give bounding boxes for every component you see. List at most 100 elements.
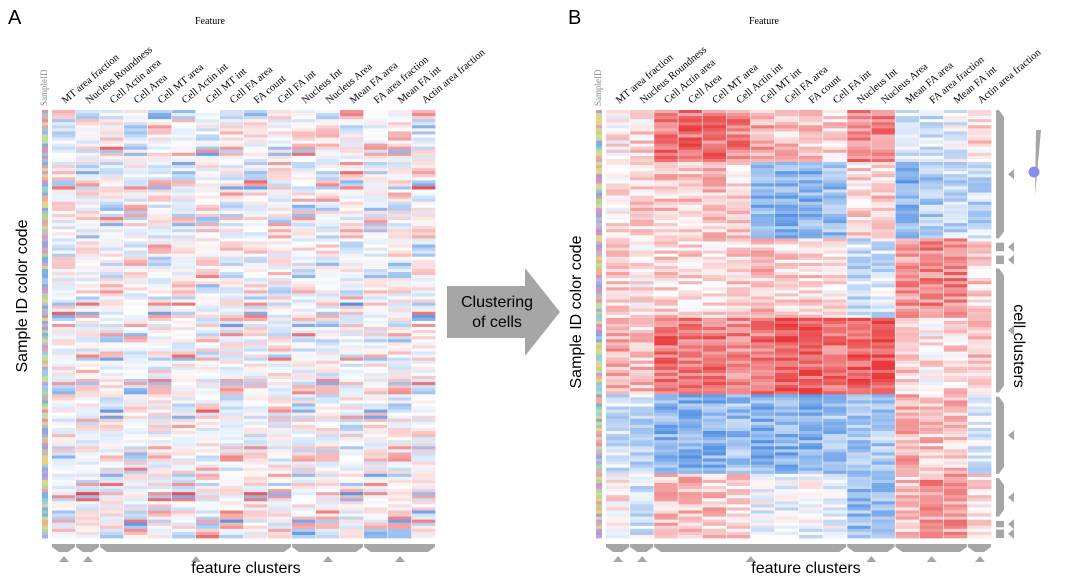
heatmap-cell [967, 229, 992, 233]
heatmap-cell [678, 510, 702, 514]
heatmap-cell [412, 165, 436, 169]
heatmap-cell [340, 339, 364, 343]
heatmap-cell [220, 443, 244, 447]
heatmap-cell [52, 498, 76, 502]
heatmap-cell [871, 375, 895, 380]
heatmap-cell [895, 192, 920, 196]
heatmap-cell [124, 241, 148, 245]
heatmap-cell [316, 479, 340, 484]
heatmap-cell [148, 143, 172, 148]
heatmap-cell [76, 403, 100, 407]
heatmap-cell [76, 492, 100, 496]
heatmap-cell [148, 507, 172, 511]
sample-id-color-cell [596, 250, 602, 255]
heatmap-cell [799, 375, 823, 380]
heatmap-cell [172, 394, 196, 398]
heatmap-cell [100, 427, 124, 432]
heatmap-cell [702, 351, 727, 355]
heatmap-cell [100, 345, 124, 349]
heatmap-cell [967, 324, 992, 328]
heatmap-cell [919, 317, 944, 322]
heatmap-cell [823, 174, 847, 178]
heatmap-cell [774, 287, 799, 291]
sample-id-color-cell [42, 262, 48, 267]
heatmap-cell [412, 161, 436, 166]
heatmap-cell [148, 278, 172, 282]
heatmap-cell [702, 278, 727, 282]
heatmap-cell [124, 192, 148, 196]
heatmap-cell [967, 495, 992, 499]
heatmap-cell [172, 223, 196, 227]
heatmap-cell [292, 161, 316, 166]
heatmap-cell [340, 427, 364, 432]
heatmap-cell [750, 330, 775, 334]
sample-id-color-cell [42, 375, 48, 380]
sample-id-color-cell [596, 262, 602, 267]
heatmap-cell [76, 342, 100, 346]
heatmap-cell [895, 372, 920, 377]
heatmap-cell [148, 342, 172, 346]
heatmap-cell [678, 351, 702, 355]
heatmap-cell [750, 360, 775, 365]
heatmap-cell [268, 421, 292, 426]
heatmap-cell [871, 158, 895, 163]
heatmap-cell [871, 171, 895, 175]
heatmap-cell [388, 165, 412, 169]
sample-id-color-cell [42, 140, 48, 145]
heatmap-cell [244, 116, 268, 120]
heatmap-cell [172, 449, 196, 453]
cell-cluster-slider[interactable] [1028, 130, 1042, 196]
heatmap-cell [76, 186, 100, 190]
heatmap-cell [943, 152, 968, 157]
heatmap-cell [76, 501, 100, 505]
heatmap-cell [919, 324, 944, 328]
heatmap-cell [630, 336, 654, 340]
heatmap-cell [172, 476, 196, 481]
sample-id-color-cell [596, 113, 602, 117]
heatmap-cell [148, 186, 172, 190]
heatmap-cell [823, 305, 847, 310]
heatmap-cell [726, 354, 751, 359]
sample-id-color-cell [596, 241, 602, 245]
sample-id-color-cell [596, 333, 602, 337]
sample-id-color-cell [596, 421, 602, 426]
heatmap-cell [774, 415, 799, 420]
heatmap-cell [244, 534, 268, 539]
heatmap-cell [292, 241, 316, 245]
heatmap-cell [654, 446, 678, 450]
heatmap-cell [124, 424, 148, 429]
heatmap-cell [943, 256, 968, 261]
heatmap-cell [847, 513, 871, 517]
cell-cluster-segment [996, 396, 1004, 474]
heatmap-cell [630, 272, 654, 276]
heatmap-cell [919, 232, 944, 236]
heatmap-cell [316, 290, 340, 294]
heatmap-cell [52, 522, 76, 527]
heatmap-cell [702, 342, 727, 346]
heatmap-cell [774, 354, 799, 359]
heatmap-cell [630, 201, 654, 206]
heatmap-cell [196, 375, 220, 380]
heatmap-cell [702, 213, 727, 218]
sample-id-color-cell [596, 284, 602, 288]
panel-a-letter: A [8, 7, 22, 29]
slider-handle-icon[interactable] [1028, 166, 1040, 178]
heatmap-cell [316, 122, 340, 126]
heatmap-cell [606, 479, 630, 484]
heatmap-cell [895, 504, 920, 508]
heatmap-cell [172, 418, 196, 423]
heatmap-cell [726, 369, 751, 374]
heatmap-cell [919, 412, 944, 417]
heatmap-cell [943, 360, 968, 365]
heatmap-cell [630, 284, 654, 288]
heatmap-cell [799, 333, 823, 337]
heatmap-cell [268, 354, 292, 359]
heatmap-cell [654, 119, 678, 123]
heatmap-cell [100, 302, 124, 307]
heatmap-cell [124, 161, 148, 166]
heatmap-cell [799, 247, 823, 252]
heatmap-cell [943, 140, 968, 145]
heatmap-cell [148, 473, 172, 478]
heatmap-cell [871, 388, 895, 392]
heatmap-cell [124, 189, 148, 193]
